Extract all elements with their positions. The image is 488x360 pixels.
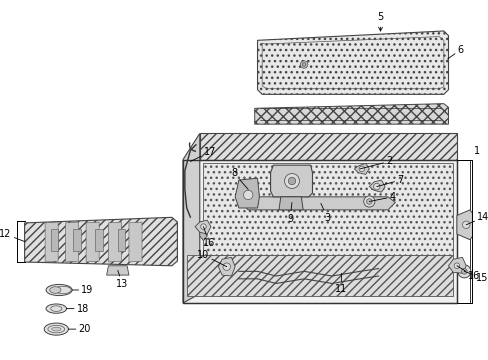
Text: 13: 13 <box>116 270 128 289</box>
Polygon shape <box>368 180 385 192</box>
Text: 16: 16 <box>456 266 479 282</box>
Circle shape <box>223 263 230 270</box>
Text: 1: 1 <box>473 146 479 156</box>
Polygon shape <box>235 178 259 208</box>
Circle shape <box>302 63 305 66</box>
Text: 6: 6 <box>447 45 463 59</box>
Polygon shape <box>278 197 303 210</box>
Text: 8: 8 <box>230 168 248 189</box>
Circle shape <box>373 183 379 190</box>
Polygon shape <box>447 257 465 273</box>
Polygon shape <box>106 266 129 275</box>
Polygon shape <box>183 134 200 303</box>
Polygon shape <box>45 222 58 262</box>
Polygon shape <box>108 222 121 262</box>
Circle shape <box>243 190 252 200</box>
Polygon shape <box>51 229 58 251</box>
Ellipse shape <box>50 287 61 293</box>
Circle shape <box>300 61 307 68</box>
Text: 14: 14 <box>465 212 488 225</box>
Text: 18: 18 <box>66 303 89 314</box>
Polygon shape <box>73 229 81 251</box>
Polygon shape <box>183 159 456 303</box>
Circle shape <box>284 174 299 188</box>
Polygon shape <box>254 104 447 124</box>
Text: 7: 7 <box>376 175 403 186</box>
Circle shape <box>461 269 466 274</box>
Text: 12: 12 <box>0 229 24 242</box>
Polygon shape <box>203 163 452 255</box>
Text: 9: 9 <box>286 202 293 224</box>
Text: 17: 17 <box>190 147 215 161</box>
Polygon shape <box>354 163 368 175</box>
Polygon shape <box>186 255 452 296</box>
Circle shape <box>363 196 374 207</box>
Text: 20: 20 <box>68 324 91 334</box>
Polygon shape <box>218 257 235 276</box>
Polygon shape <box>200 222 207 240</box>
Text: 11: 11 <box>335 273 347 294</box>
Circle shape <box>457 265 470 278</box>
Polygon shape <box>200 134 456 159</box>
Text: 15: 15 <box>464 271 487 283</box>
Polygon shape <box>95 229 102 251</box>
Ellipse shape <box>44 323 68 335</box>
Ellipse shape <box>46 284 72 296</box>
Polygon shape <box>456 210 474 240</box>
Text: 16: 16 <box>203 227 215 248</box>
Polygon shape <box>118 229 125 251</box>
Circle shape <box>288 177 295 185</box>
Circle shape <box>366 199 371 204</box>
Polygon shape <box>257 31 447 94</box>
Text: 10: 10 <box>197 249 226 267</box>
Text: 3: 3 <box>320 203 330 223</box>
Ellipse shape <box>52 327 61 331</box>
Polygon shape <box>240 197 395 210</box>
Polygon shape <box>270 165 312 197</box>
Text: 4: 4 <box>368 192 395 202</box>
Polygon shape <box>195 220 210 234</box>
Ellipse shape <box>46 304 66 313</box>
Circle shape <box>358 166 364 172</box>
Text: 2: 2 <box>359 157 391 169</box>
Polygon shape <box>129 222 142 262</box>
Polygon shape <box>24 217 177 266</box>
Circle shape <box>453 263 459 269</box>
Circle shape <box>462 221 469 229</box>
Polygon shape <box>65 222 79 262</box>
Circle shape <box>200 224 206 229</box>
Text: 19: 19 <box>72 285 94 295</box>
Text: 5: 5 <box>377 12 383 31</box>
Polygon shape <box>86 222 99 262</box>
